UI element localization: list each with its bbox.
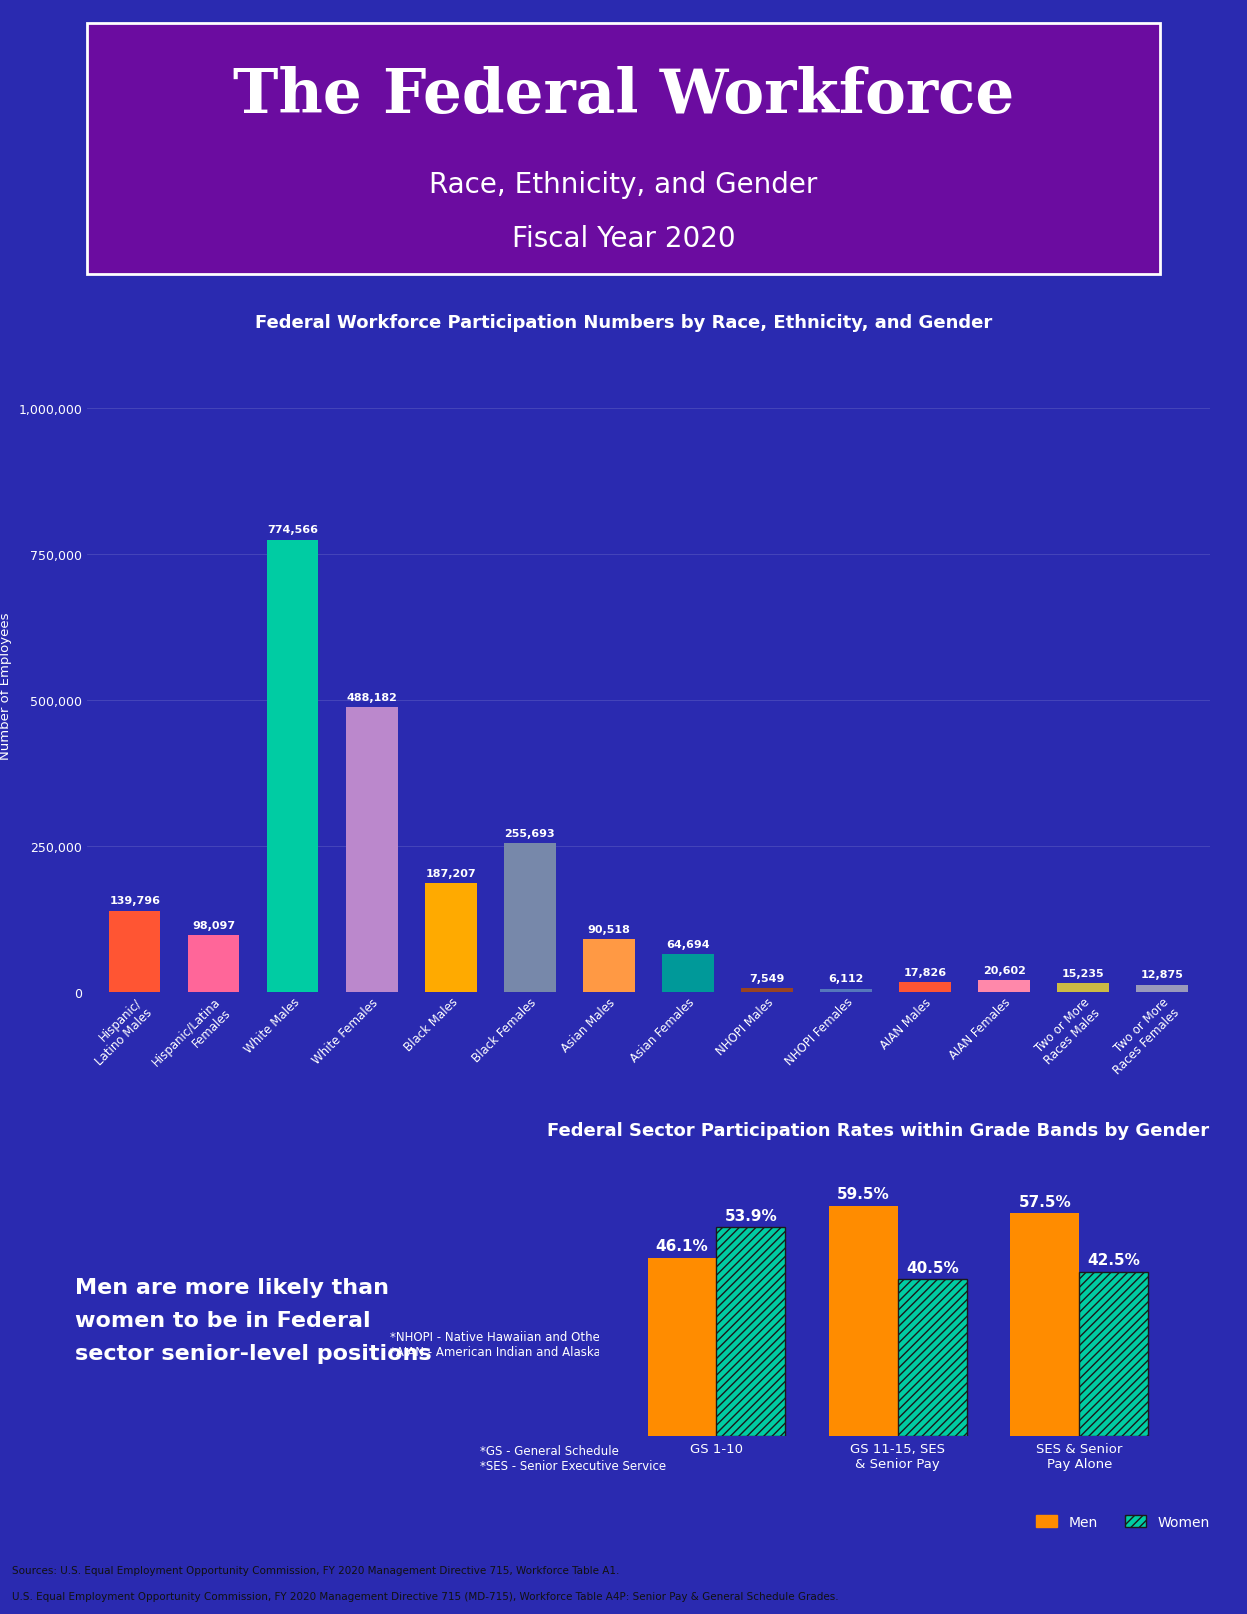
Text: 488,182: 488,182 <box>347 692 398 702</box>
Text: 40.5%: 40.5% <box>905 1261 959 1275</box>
Text: 20,602: 20,602 <box>983 965 1025 975</box>
Text: Race, Ethnicity, and Gender: Race, Ethnicity, and Gender <box>429 171 818 199</box>
FancyBboxPatch shape <box>87 24 1160 274</box>
Text: 46.1%: 46.1% <box>656 1238 708 1252</box>
Bar <box>899 983 950 993</box>
Text: 15,235: 15,235 <box>1062 968 1105 978</box>
Legend: Men, Women: Men, Women <box>1031 1509 1215 1535</box>
Text: The Federal Workforce: The Federal Workforce <box>233 66 1014 126</box>
Bar <box>1010 1214 1079 1436</box>
Bar <box>1136 985 1188 993</box>
Text: Sources: U.S. Equal Employment Opportunity Commission, FY 2020 Management Direct: Sources: U.S. Equal Employment Opportuni… <box>12 1566 620 1575</box>
Bar <box>1079 1272 1148 1436</box>
Bar <box>741 988 793 993</box>
Text: 139,796: 139,796 <box>110 896 160 905</box>
Bar <box>647 1257 717 1436</box>
Text: 255,693: 255,693 <box>505 828 555 838</box>
Bar <box>188 935 239 993</box>
Text: 57.5%: 57.5% <box>1019 1194 1071 1209</box>
Text: 17,826: 17,826 <box>904 967 946 976</box>
Text: 42.5%: 42.5% <box>1087 1252 1140 1267</box>
Text: 12,875: 12,875 <box>1141 970 1183 980</box>
Bar <box>108 910 161 993</box>
Bar <box>425 883 476 993</box>
Text: Men are more likely than
women to be in Federal
sector senior-level positions: Men are more likely than women to be in … <box>75 1277 431 1362</box>
Text: 64,694: 64,694 <box>666 939 710 949</box>
Text: 187,207: 187,207 <box>425 868 476 878</box>
Text: U.S. Equal Employment Opportunity Commission, FY 2020 Management Directive 715 (: U.S. Equal Employment Opportunity Commis… <box>12 1591 839 1601</box>
Text: Fiscal Year 2020: Fiscal Year 2020 <box>511 224 736 253</box>
Text: *GS - General Schedule
*SES - Senior Executive Service: *GS - General Schedule *SES - Senior Exe… <box>480 1445 666 1472</box>
Text: 59.5%: 59.5% <box>837 1186 890 1201</box>
Bar <box>717 1228 786 1436</box>
Bar <box>267 541 318 993</box>
Bar <box>584 939 635 993</box>
Bar <box>979 981 1030 993</box>
Text: 774,566: 774,566 <box>267 525 318 534</box>
Bar <box>504 843 556 993</box>
Bar <box>662 955 713 993</box>
Text: *NHOPI - Native Hawaiian and Other Pacific Islander
*AIAN - American Indian and : *NHOPI - Native Hawaiian and Other Pacif… <box>390 1330 697 1357</box>
Text: 98,097: 98,097 <box>192 920 236 930</box>
Bar <box>821 989 872 993</box>
Bar <box>347 707 398 993</box>
Bar <box>1057 983 1109 993</box>
Text: 6,112: 6,112 <box>828 973 864 985</box>
Bar <box>829 1206 898 1436</box>
Y-axis label: Number of Employees: Number of Employees <box>0 612 11 760</box>
Text: 90,518: 90,518 <box>587 925 631 935</box>
Text: Federal Workforce Participation Numbers by Race, Ethnicity, and Gender: Federal Workforce Participation Numbers … <box>254 313 993 332</box>
Text: Federal Sector Participation Rates within Grade Bands by Gender: Federal Sector Participation Rates withi… <box>547 1120 1210 1139</box>
Text: 53.9%: 53.9% <box>725 1207 777 1223</box>
Bar <box>898 1280 966 1436</box>
Text: 7,549: 7,549 <box>749 973 784 983</box>
